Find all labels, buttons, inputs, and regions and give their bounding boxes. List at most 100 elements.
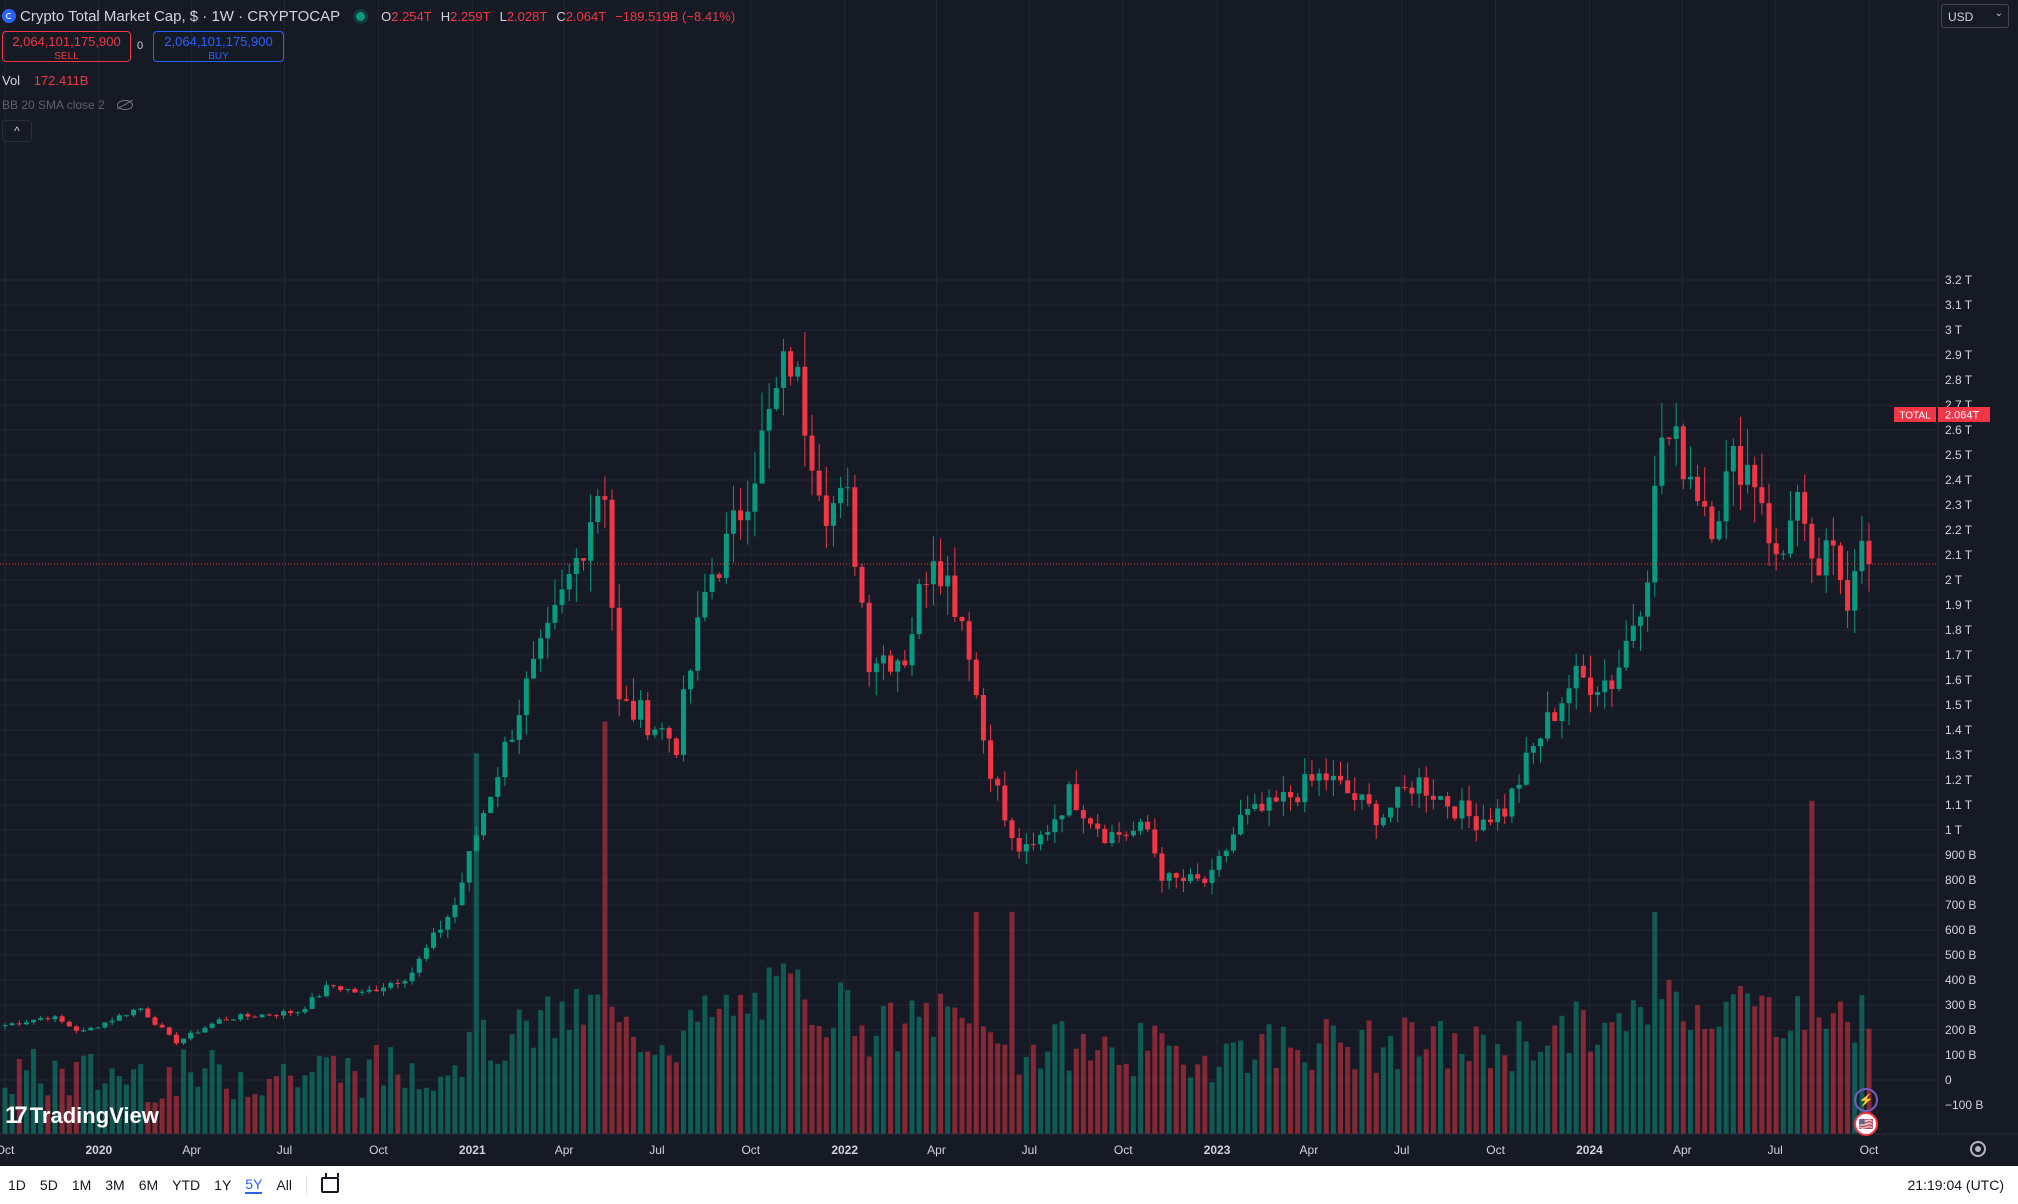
candle-body bbox=[1459, 800, 1465, 819]
candle-body bbox=[1452, 806, 1458, 819]
hidden-eye-icon[interactable] bbox=[116, 100, 133, 110]
open-label: O bbox=[381, 8, 392, 24]
candle-body bbox=[323, 985, 329, 997]
volume-bar bbox=[1845, 1021, 1851, 1134]
volume-bar bbox=[195, 1086, 201, 1134]
candle-body bbox=[345, 988, 351, 991]
candle-body bbox=[552, 604, 558, 623]
price-tick-label: 1.4 T bbox=[1945, 723, 1973, 737]
volume-bar bbox=[1116, 1064, 1122, 1134]
candle-body bbox=[1288, 791, 1294, 798]
volume-bar bbox=[1009, 911, 1015, 1134]
volume-bar bbox=[1659, 999, 1665, 1134]
candle-body bbox=[159, 1024, 165, 1028]
candle-body bbox=[1480, 819, 1486, 831]
candle-body bbox=[1030, 844, 1036, 846]
range-1y-button[interactable]: 1Y bbox=[214, 1177, 232, 1193]
volume-bar bbox=[1352, 1069, 1358, 1134]
volume-bar bbox=[23, 1070, 29, 1134]
candle-body bbox=[459, 882, 465, 906]
lightning-event-icon[interactable]: ⚡ bbox=[1854, 1088, 1878, 1112]
price-tag-symbol-bg bbox=[1894, 407, 1936, 422]
candle-body bbox=[716, 574, 722, 578]
clock-time[interactable]: 21:19:04 (UTC) bbox=[1907, 1177, 2004, 1193]
buy-button[interactable]: 2,064,101,175,900 BUY bbox=[153, 31, 284, 62]
volume-bar bbox=[295, 1087, 301, 1134]
candle-body bbox=[695, 617, 701, 671]
high-label: H bbox=[440, 8, 451, 24]
volume-bar bbox=[288, 1075, 294, 1134]
collapse-legend-button[interactable]: ^ bbox=[2, 120, 32, 142]
candle-body bbox=[1666, 437, 1672, 439]
volume-bar bbox=[1123, 1063, 1129, 1134]
volume-bar bbox=[373, 1044, 379, 1134]
volume-bar bbox=[388, 1047, 394, 1134]
volume-bar bbox=[1723, 1001, 1729, 1134]
candle-body bbox=[1659, 437, 1665, 486]
candle-body bbox=[1602, 680, 1608, 693]
volume-bar bbox=[188, 1072, 194, 1134]
spread-value: 0 bbox=[137, 40, 144, 52]
candle-body bbox=[1380, 817, 1386, 826]
chart-background bbox=[0, 0, 2018, 1166]
market-status-dot-icon[interactable] bbox=[356, 11, 366, 21]
range-all-button[interactable]: All bbox=[276, 1177, 292, 1193]
candle-body bbox=[1516, 784, 1522, 789]
volume-bar bbox=[1745, 993, 1751, 1134]
range-1m-button[interactable]: 1M bbox=[71, 1177, 92, 1193]
candle-body bbox=[1695, 476, 1701, 502]
candle-body bbox=[1073, 784, 1079, 811]
candle-body bbox=[1673, 426, 1679, 439]
volume-bar bbox=[888, 1002, 894, 1134]
candle-body bbox=[1066, 784, 1072, 816]
volume-bar bbox=[1373, 1072, 1379, 1134]
settings-gear-icon[interactable] bbox=[1970, 1141, 1986, 1157]
time-tick-label: Oct bbox=[741, 1143, 760, 1157]
range-ytd-button[interactable]: YTD bbox=[172, 1177, 201, 1193]
candle-body bbox=[988, 740, 994, 779]
volume-bar bbox=[109, 1068, 115, 1134]
price-tick-label: 300 B bbox=[1945, 998, 1976, 1012]
volume-bar bbox=[1802, 1029, 1808, 1134]
candle-body bbox=[1730, 445, 1736, 472]
volume-bar bbox=[588, 994, 594, 1134]
sell-button[interactable]: 2,064,101,175,900 SELL bbox=[2, 31, 131, 62]
candle-body bbox=[1002, 785, 1008, 821]
volume-bar bbox=[81, 1055, 87, 1134]
candle-body bbox=[66, 1021, 72, 1027]
volume-bar bbox=[202, 1068, 208, 1134]
time-axis[interactable]: Oct 2020 Apr Jul Oct 2021 Apr Jul Oct 2022 Apr Jul O… bbox=[0, 1143, 1879, 1157]
candle-body bbox=[1109, 832, 1115, 844]
candle-body bbox=[930, 561, 936, 585]
candle-body bbox=[1845, 580, 1851, 611]
price-axis[interactable]: −100 B 0 100 B 200 B 300 B 400 B 500 B 600 B 700… bbox=[1945, 273, 1983, 1112]
candle-body bbox=[995, 778, 1001, 786]
volume-bar bbox=[1223, 1043, 1229, 1134]
range-3m-button[interactable]: 3M bbox=[105, 1177, 125, 1193]
volume-bar bbox=[166, 1067, 172, 1134]
price-tick-label: 1.9 T bbox=[1945, 598, 1973, 612]
candle-body bbox=[759, 430, 765, 484]
range-5d-button[interactable]: 5D bbox=[39, 1177, 58, 1193]
volume-bar bbox=[766, 967, 772, 1134]
candle-body bbox=[1766, 503, 1772, 544]
buy-price: 2,064,101,175,900 bbox=[164, 34, 273, 49]
tradingview-logo[interactable]: 17 TradingView bbox=[5, 1102, 159, 1130]
range-1d-button[interactable]: 1D bbox=[8, 1177, 26, 1193]
range-6m-button[interactable]: 6M bbox=[138, 1177, 159, 1193]
candle-body bbox=[1580, 665, 1586, 678]
us-flag-event-icon[interactable]: 🇺🇸 bbox=[1854, 1112, 1878, 1136]
volume-bar bbox=[938, 993, 944, 1134]
range-5y-button[interactable]: 5Y bbox=[245, 1176, 263, 1194]
volume-legend[interactable]: Vol 172.411B bbox=[2, 73, 88, 88]
candle-body bbox=[1595, 692, 1601, 695]
bollinger-legend[interactable]: BB 20 SMA close 2 bbox=[2, 98, 133, 112]
calendar-icon[interactable] bbox=[320, 1173, 339, 1193]
candle-body bbox=[645, 700, 651, 736]
candlestick-chart[interactable]: −100 B 0 100 B 200 B 300 B 400 B 500 B 600 B 700… bbox=[0, 0, 2018, 1166]
candle-body bbox=[1552, 712, 1558, 722]
volume-bar bbox=[1345, 1047, 1351, 1134]
symbol-title[interactable]: Crypto Total Market Cap, $ · 1W · CRYPTO… bbox=[20, 7, 341, 25]
close-label: C bbox=[556, 8, 566, 24]
currency-select[interactable]: USD ⌄ bbox=[1941, 4, 2009, 28]
